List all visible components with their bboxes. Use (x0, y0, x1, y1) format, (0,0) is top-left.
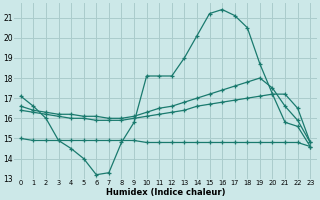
X-axis label: Humidex (Indice chaleur): Humidex (Indice chaleur) (106, 188, 225, 197)
